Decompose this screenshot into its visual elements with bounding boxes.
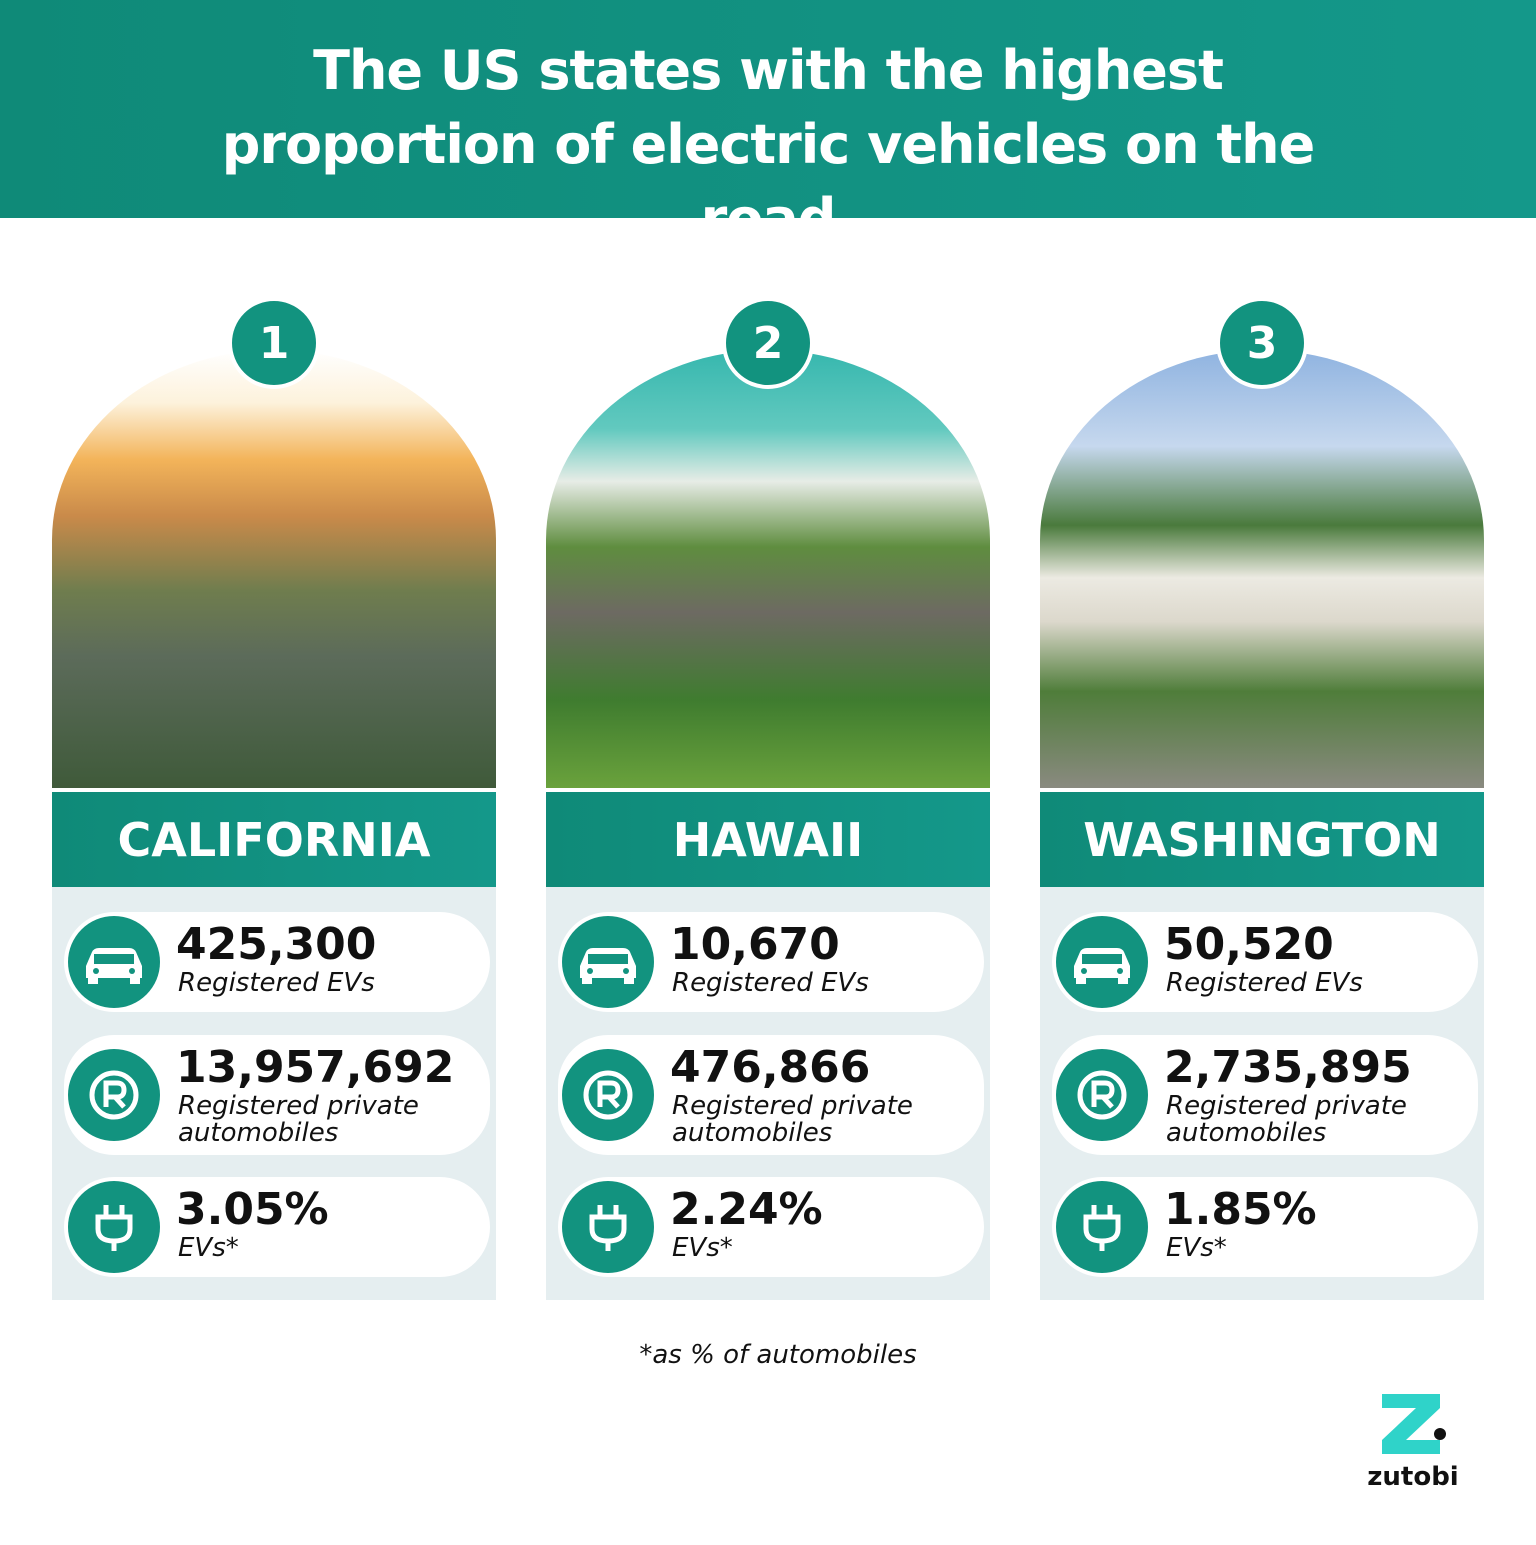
stat-label: Registered EVs <box>672 968 869 998</box>
stat-value: 13,957,692 <box>176 1042 455 1093</box>
stat-value: 2,735,895 <box>1164 1042 1412 1093</box>
state-photo <box>52 350 496 788</box>
stat-label: Registered EVs <box>178 968 375 998</box>
icon-glyph <box>86 948 142 984</box>
stat-value: 2.24% <box>670 1184 823 1235</box>
stat-value: 3.05% <box>176 1184 329 1235</box>
logo-text: zutobi <box>1367 1462 1459 1492</box>
stat-label: EVs* <box>672 1233 733 1263</box>
logo-dot <box>1434 1428 1446 1440</box>
stat-label: EVs* <box>1166 1233 1227 1263</box>
icon-glyph <box>1077 1070 1127 1120</box>
stat-value: 476,866 <box>670 1042 871 1093</box>
state-photo <box>546 350 990 788</box>
icon-glyph <box>1074 948 1130 984</box>
stat-icon <box>562 1181 654 1273</box>
stat-value: 10,670 <box>670 919 840 970</box>
logo-mark <box>1382 1394 1446 1454</box>
stat-icon <box>562 1049 654 1141</box>
rank-badge: 2 <box>722 297 814 389</box>
stat-label: Registered private automobiles <box>178 1091 419 1148</box>
state-banner: CALIFORNIA <box>52 792 496 887</box>
stat-value: 50,520 <box>1164 919 1334 970</box>
state-banner: WASHINGTON <box>1040 792 1484 887</box>
title: The US states with the highest proportio… <box>221 39 1315 250</box>
stat-label: Registered private automobiles <box>1166 1091 1407 1148</box>
icon-glyph <box>583 1070 633 1120</box>
stat-icon <box>68 1049 160 1141</box>
icon-glyph <box>589 1205 627 1251</box>
stat-icon <box>68 1181 160 1273</box>
state-banner: HAWAII <box>546 792 990 887</box>
stat-icon <box>562 916 654 1008</box>
stat-value: 1.85% <box>1164 1184 1317 1235</box>
stat-label: EVs* <box>178 1233 239 1263</box>
icon-glyph <box>1083 1205 1121 1251</box>
stat-label: Registered EVs <box>1166 968 1363 998</box>
header: The US states with the highest proportio… <box>0 0 1536 250</box>
rank-badge: 1 <box>228 297 320 389</box>
stat-icon <box>1056 1049 1148 1141</box>
rank-badge: 3 <box>1216 297 1308 389</box>
icon-glyph <box>95 1205 133 1251</box>
stat-icon <box>68 916 160 1008</box>
icon-glyph <box>580 948 636 984</box>
footnote: *as % of automobiles <box>639 1340 917 1370</box>
stat-value: 425,300 <box>176 919 377 970</box>
logo-z <box>1382 1394 1440 1454</box>
stat-label: Registered private automobiles <box>672 1091 913 1148</box>
stat-icon <box>1056 1181 1148 1273</box>
icon-glyph <box>89 1070 139 1120</box>
stat-icon <box>1056 916 1148 1008</box>
state-photo <box>1040 350 1484 788</box>
